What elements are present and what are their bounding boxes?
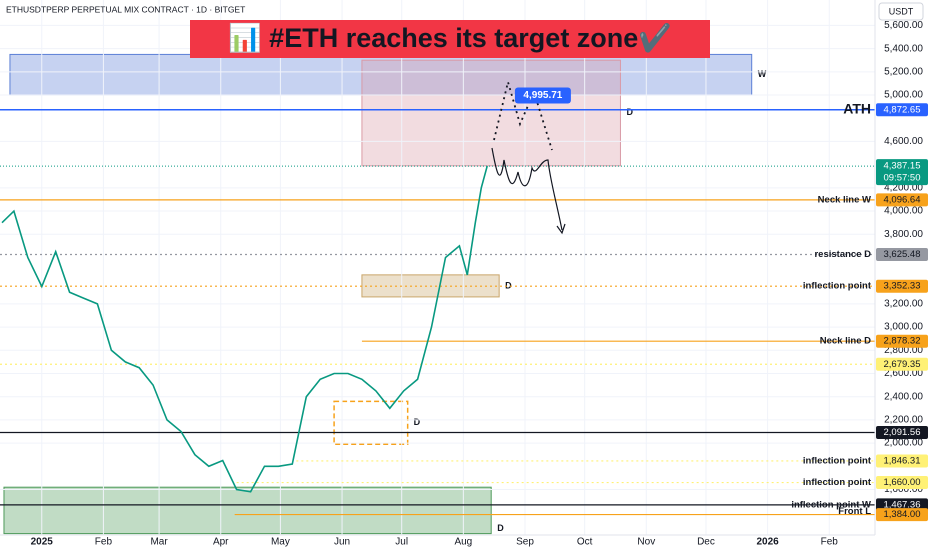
annotation-box — [514, 87, 571, 104]
currency: USDT — [889, 6, 914, 16]
y-tick-label: 3,000.00 — [884, 322, 923, 333]
level-price: 1,384.00 — [884, 509, 921, 520]
zone — [3, 486, 492, 535]
level-price: 1,846.31 — [884, 455, 921, 466]
x-tick-label: 2025 — [31, 537, 54, 548]
level-name: inflection point — [803, 477, 872, 488]
x-tick-label: Apr — [213, 537, 229, 548]
level-price-box — [876, 279, 928, 293]
title-banner — [190, 20, 710, 58]
level-price: 3,625.48 — [884, 249, 921, 260]
level-price: 4,872.65 — [884, 104, 921, 115]
plot — [0, 109, 875, 516]
y-tick-label: 2,600.00 — [884, 368, 923, 379]
x-tick-label: Mar — [150, 537, 168, 548]
x-tick-label: Nov — [637, 537, 655, 548]
y-tick-label: 3,800.00 — [884, 229, 923, 240]
level-name: resistance D — [814, 249, 871, 260]
level-price-box — [876, 476, 928, 490]
last-price-box — [876, 159, 928, 186]
hand-drawn-path — [491, 147, 563, 231]
level-price: 2,878.32 — [884, 336, 921, 347]
projection-path — [493, 78, 553, 151]
y-tick-label: 1,600.00 — [884, 484, 923, 495]
y-tick-label: 5,200.00 — [884, 66, 923, 77]
x-tick-label: Aug — [454, 537, 472, 548]
y-tick-label: 3,200.00 — [884, 299, 923, 310]
y-tick-label: 4,200.00 — [884, 182, 923, 193]
level-price: 2,679.35 — [884, 359, 921, 370]
level-price-box — [876, 334, 928, 348]
level-name: ATH — [843, 101, 871, 117]
symbol-header: ETHUSDTPERP PERPETUAL MIX CONTRACT · 1D … — [6, 4, 245, 14]
y-tick-label: 5,600.00 — [884, 20, 923, 31]
x-tick-label: 2026 — [756, 537, 779, 548]
level-price: 2,091.56 — [884, 427, 921, 438]
x-tick-label: Dec — [697, 537, 715, 548]
zone-label: D — [497, 523, 504, 533]
x-tick-label: Feb — [95, 537, 113, 548]
x-tick-label: Feb — [821, 537, 839, 548]
x-tick-label: May — [271, 537, 290, 548]
chart-title: 📊 #ETH reaches its target zone✔️ — [228, 22, 672, 53]
level-price: 1,660.00 — [884, 477, 921, 488]
level-price-box — [876, 103, 928, 117]
countdown: 09:57:50 — [884, 173, 921, 184]
zone — [361, 59, 621, 167]
x-tick-label: Jun — [334, 537, 350, 548]
y-tick-label: 2,400.00 — [884, 391, 923, 402]
level-price-box — [876, 508, 928, 522]
y-tick-label: 2,200.00 — [884, 415, 923, 426]
level-name: inflection point — [803, 281, 872, 292]
level-name: Neck line W — [818, 194, 871, 205]
level-price-box — [876, 454, 928, 468]
level-name: Neck line D — [820, 336, 871, 347]
currency-box — [878, 2, 924, 21]
y-tick-label: 5,400.00 — [884, 43, 923, 54]
zone — [9, 53, 753, 96]
y-tick-label: 4,600.00 — [884, 136, 923, 147]
grid — [0, 0, 875, 535]
labels: 5,600.00 5,400.00 5,200.00 5,000.00 4,600.00… — [31, 20, 928, 548]
y-tick-label: 5,000.00 — [884, 90, 923, 101]
arrow-head — [556, 223, 566, 235]
x-tick-label: Jul — [395, 537, 408, 548]
level-price-box — [876, 248, 928, 262]
level-name: Front L — [838, 506, 871, 517]
level-name: inflection point — [803, 455, 872, 466]
level-price-box — [876, 357, 928, 371]
level-price: 3,352.33 — [884, 281, 921, 292]
level-name: inflection point W — [791, 499, 871, 510]
zone-label: W — [758, 69, 767, 79]
last-price: 4,387.15 — [884, 161, 921, 172]
zone-label: D — [505, 280, 512, 290]
level-price-box — [876, 425, 928, 439]
x-tick-label: Oct — [577, 537, 593, 548]
y-tick-label: 4,000.00 — [884, 206, 923, 217]
level-price: 1,467.36 — [884, 499, 921, 510]
level-price: 4,096.64 — [884, 194, 921, 205]
x-tick-label: Sep — [516, 537, 534, 548]
zone-label: D — [626, 107, 633, 117]
y-tick-label: 2,000.00 — [884, 438, 923, 449]
level-price-box — [876, 193, 928, 207]
zone-label: D — [414, 417, 421, 427]
price-line — [1, 165, 488, 493]
y-tick-label: 2,800.00 — [884, 345, 923, 356]
annotation-label: 4,995.71 — [523, 90, 562, 101]
zone — [333, 400, 409, 446]
